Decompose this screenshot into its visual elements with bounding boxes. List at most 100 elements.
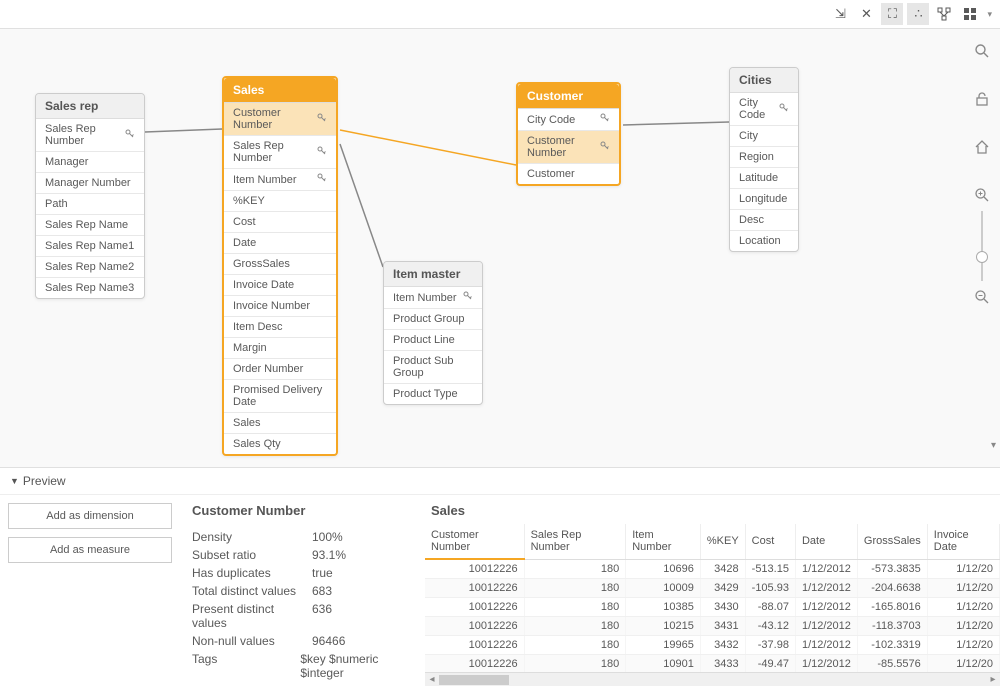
table-field[interactable]: Region (730, 147, 798, 168)
table-field[interactable]: Sales Rep Number (36, 119, 144, 152)
cell: 1/12/20 (927, 579, 999, 598)
dropdown-caret-icon[interactable]: ▾ (987, 9, 992, 20)
table-row[interactable]: 10012226180102153431-43.121/12/2012-118.… (425, 617, 1000, 636)
table-header[interactable]: Sales (224, 78, 336, 103)
stat-row: Present distinct values636 (192, 602, 413, 630)
table-field[interactable]: Sales Rep Name1 (36, 236, 144, 257)
key-icon (125, 129, 135, 142)
table-field[interactable]: Item Number (384, 287, 482, 309)
cell: 180 (524, 559, 626, 579)
table-field[interactable]: Cost (224, 212, 336, 233)
data-model-canvas[interactable]: Sales repSales Rep NumberManagerManager … (0, 28, 1000, 468)
table-field[interactable]: Path (36, 194, 144, 215)
table-field[interactable]: Customer Number (224, 103, 336, 136)
table-field[interactable]: Location (730, 231, 798, 251)
table-field[interactable]: City Code (518, 109, 619, 131)
table-header[interactable]: Customer (518, 84, 619, 109)
key-icon (779, 103, 789, 116)
table-row[interactable]: 10012226180106963428-513.151/12/2012-573… (425, 559, 1000, 579)
table-customer[interactable]: CustomerCity CodeCustomer NumberCustomer (516, 82, 621, 186)
table-field[interactable]: Product Sub Group (384, 351, 482, 384)
cell: 1/12/20 (927, 598, 999, 617)
column-header[interactable]: Sales Rep Number (524, 524, 626, 559)
expand-chevron-icon[interactable]: ▾ (991, 440, 996, 451)
tree-icon[interactable] (933, 3, 955, 25)
table-field[interactable]: Sales Qty (224, 434, 336, 454)
cell: 180 (524, 617, 626, 636)
table-itemmaster[interactable]: Item masterItem NumberProduct GroupProdu… (383, 261, 483, 405)
column-header[interactable]: Customer Number (425, 524, 524, 559)
table-field[interactable]: Manager Number (36, 173, 144, 194)
cell: 180 (524, 636, 626, 655)
table-field[interactable]: Sales (224, 413, 336, 434)
column-header[interactable]: %KEY (700, 524, 745, 559)
table-field[interactable]: Promised Delivery Date (224, 380, 336, 413)
table-field[interactable]: Invoice Date (224, 275, 336, 296)
home-icon[interactable] (972, 137, 992, 157)
table-field[interactable]: Sales Rep Name (36, 215, 144, 236)
table-cities[interactable]: CitiesCity CodeCityRegionLatitudeLongitu… (729, 67, 799, 252)
table-field[interactable]: Customer Number (518, 131, 619, 164)
table-field[interactable]: Desc (730, 210, 798, 231)
table-field[interactable]: Latitude (730, 168, 798, 189)
column-header[interactable]: Cost (745, 524, 795, 559)
zoom-in-icon[interactable] (972, 185, 992, 205)
table-field[interactable]: Product Group (384, 309, 482, 330)
bubbles-icon[interactable]: ∴ (907, 3, 929, 25)
shuffle-icon[interactable]: ✕ (855, 3, 877, 25)
table-salesrep[interactable]: Sales repSales Rep NumberManagerManager … (35, 93, 145, 299)
scroll-right-icon[interactable]: ▸ (986, 674, 1000, 685)
table-row[interactable]: 10012226180109013433-49.471/12/2012-85.5… (425, 655, 1000, 673)
table-field[interactable]: Sales Rep Number (224, 136, 336, 169)
table-field[interactable]: Sales Rep Name2 (36, 257, 144, 278)
table-sales[interactable]: SalesCustomer NumberSales Rep NumberItem… (222, 76, 338, 456)
table-field[interactable]: Order Number (224, 359, 336, 380)
shrink-icon[interactable]: ⇲ (829, 3, 851, 25)
table-header[interactable]: Item master (384, 262, 482, 287)
grid-icon[interactable] (959, 3, 981, 25)
table-field[interactable]: Item Desc (224, 317, 336, 338)
column-header[interactable]: Invoice Date (927, 524, 999, 559)
cell: 10385 (626, 598, 701, 617)
cell: 10012226 (425, 655, 524, 673)
table-field[interactable]: Date (224, 233, 336, 254)
table-field[interactable]: Manager (36, 152, 144, 173)
cell: 1/12/20 (927, 636, 999, 655)
table-header[interactable]: Sales rep (36, 94, 144, 119)
column-header[interactable]: GrossSales (857, 524, 927, 559)
table-field[interactable]: Longitude (730, 189, 798, 210)
table-field[interactable]: Product Type (384, 384, 482, 404)
table-field[interactable]: %KEY (224, 191, 336, 212)
scroll-left-icon[interactable]: ◂ (425, 674, 439, 685)
table-field[interactable]: Invoice Number (224, 296, 336, 317)
key-icon (317, 173, 327, 186)
lock-icon[interactable] (972, 89, 992, 109)
table-field[interactable]: City (730, 126, 798, 147)
table-field[interactable]: City Code (730, 93, 798, 126)
table-header[interactable]: Cities (730, 68, 798, 93)
preview-header[interactable]: ▼ Preview (0, 468, 1000, 495)
column-header[interactable]: Date (795, 524, 857, 559)
cell: 10012226 (425, 598, 524, 617)
table-field[interactable]: Sales Rep Name3 (36, 278, 144, 298)
table-field[interactable]: Customer (518, 164, 619, 184)
table-field[interactable]: Product Line (384, 330, 482, 351)
column-header[interactable]: Item Number (626, 524, 701, 559)
cell: 3429 (700, 579, 745, 598)
table-field[interactable]: Margin (224, 338, 336, 359)
zoom-out-icon[interactable] (972, 287, 992, 307)
table-row[interactable]: 10012226180199653432-37.981/12/2012-102.… (425, 636, 1000, 655)
table-field[interactable]: GrossSales (224, 254, 336, 275)
zoom-slider[interactable] (981, 211, 983, 281)
expand-icon[interactable]: ⛶ (881, 3, 903, 25)
cell: 1/12/2012 (795, 636, 857, 655)
add-dimension-button[interactable]: Add as dimension (8, 503, 172, 529)
horizontal-scrollbar[interactable]: ◂ ▸ (425, 672, 1000, 686)
table-field[interactable]: Item Number (224, 169, 336, 191)
key-icon (317, 113, 327, 126)
table-row[interactable]: 10012226180103853430-88.071/12/2012-165.… (425, 598, 1000, 617)
cell: 10215 (626, 617, 701, 636)
search-icon[interactable] (972, 41, 992, 61)
add-measure-button[interactable]: Add as measure (8, 537, 172, 563)
table-row[interactable]: 10012226180100093429-105.931/12/2012-204… (425, 579, 1000, 598)
